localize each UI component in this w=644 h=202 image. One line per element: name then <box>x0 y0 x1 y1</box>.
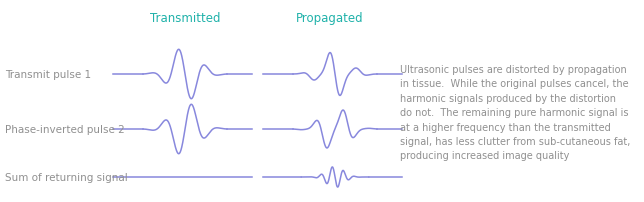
Text: Propagated: Propagated <box>296 12 364 25</box>
Text: Transmitted: Transmitted <box>150 12 220 25</box>
Text: Phase-inverted pulse 2: Phase-inverted pulse 2 <box>5 124 125 134</box>
Text: Ultrasonic pulses are distorted by propagation
in tissue.  While the original pu: Ultrasonic pulses are distorted by propa… <box>400 65 630 161</box>
Text: Sum of returning signal: Sum of returning signal <box>5 172 128 182</box>
Text: Transmit pulse 1: Transmit pulse 1 <box>5 70 91 80</box>
